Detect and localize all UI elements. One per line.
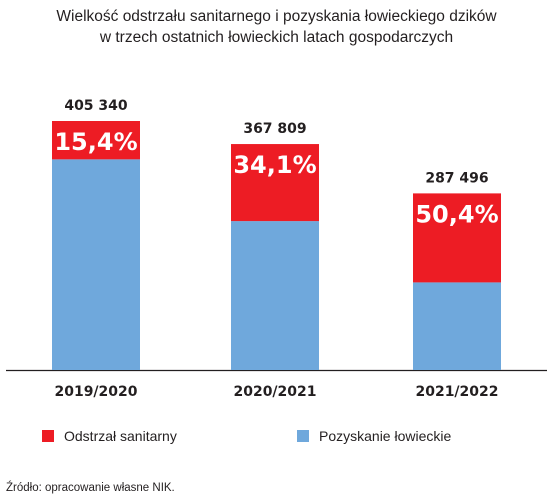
source-note: Źródło: opracowanie własne NIK. — [6, 482, 175, 494]
category-label-2: 2020/2021 — [233, 384, 316, 400]
category-label-3: 2021/2022 — [415, 384, 498, 400]
bar-hunting-1 — [52, 159, 140, 370]
total-label-3: 287 496 — [425, 170, 488, 186]
category-label-1: 2019/2020 — [54, 384, 137, 400]
legend-item-sanitary: Odstrzał sanitarny — [42, 428, 177, 444]
bar-sanitary-1 — [52, 121, 140, 160]
chart-title-line-2: w trzech ostatnich łowieckich latach gos… — [99, 29, 454, 46]
bar-sanitary-3 — [413, 193, 501, 283]
bar-hunting-3 — [413, 282, 501, 370]
bar-sanitary-2 — [231, 144, 319, 222]
chart-title: Wielkość odstrzału sanitarnego i pozyska… — [0, 6, 553, 48]
legend-label-sanitary: Odstrzał sanitarny — [64, 428, 177, 444]
total-label-2: 367 809 — [243, 121, 306, 137]
legend-swatch-sanitary — [42, 430, 54, 442]
chart-title-line-1: Wielkość odstrzału sanitarnego i pozyska… — [56, 8, 497, 25]
sanitary-share-label-3: 50,4% — [415, 200, 498, 228]
legend-swatch-hunting — [297, 430, 309, 442]
stacked-bar-chart: 15,4% 405 340 2019/2020 34,1% 367 809 2020/20… — [6, 98, 547, 400]
sanitary-share-label-2: 34,1% — [233, 151, 316, 179]
total-label-1: 405 340 — [64, 98, 128, 114]
legend-label-hunting: Pozyskanie łowieckie — [319, 428, 452, 444]
bar-hunting-2 — [231, 221, 319, 370]
sanitary-share-label-1: 15,4% — [54, 128, 137, 156]
legend-item-hunting: Pozyskanie łowieckie — [297, 428, 451, 444]
